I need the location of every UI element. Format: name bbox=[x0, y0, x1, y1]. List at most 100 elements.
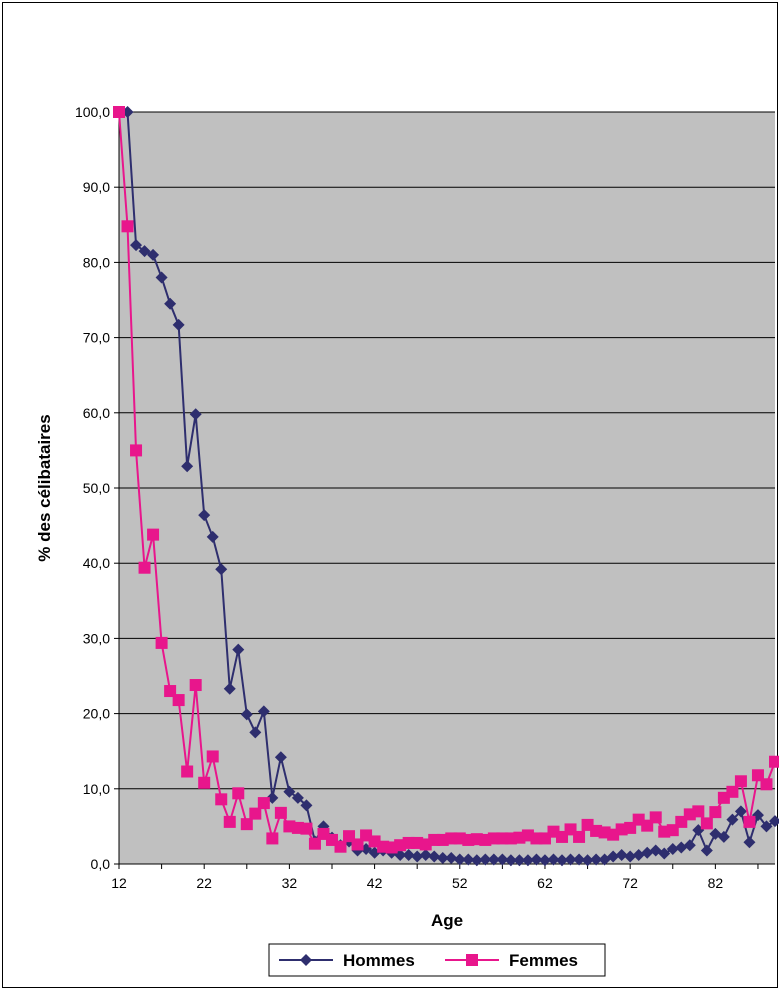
data-point-femmes bbox=[206, 750, 219, 763]
legend-marker-hommes bbox=[300, 954, 312, 966]
data-point-hommes bbox=[530, 853, 543, 866]
data-point-femmes bbox=[726, 785, 739, 798]
data-point-hommes bbox=[130, 239, 143, 252]
legend-label-hommes: Hommes bbox=[343, 951, 415, 970]
x-tick-label: 52 bbox=[452, 875, 468, 891]
data-point-hommes bbox=[402, 848, 415, 861]
legend-entries bbox=[279, 954, 499, 966]
data-point-hommes bbox=[658, 847, 671, 860]
data-point-femmes bbox=[155, 636, 168, 649]
data-point-femmes bbox=[113, 106, 125, 118]
x-tick-label: 42 bbox=[367, 875, 383, 891]
series-femmes bbox=[113, 106, 779, 854]
data-point-femmes bbox=[215, 793, 228, 806]
data-point-femmes bbox=[240, 818, 253, 831]
x-tick-label: 72 bbox=[622, 875, 638, 891]
data-point-femmes bbox=[351, 838, 364, 851]
data-point-hommes bbox=[641, 846, 654, 859]
data-point-hommes bbox=[581, 854, 594, 867]
y-tick-label: 30,0 bbox=[83, 630, 110, 646]
data-point-femmes bbox=[249, 807, 262, 820]
data-point-hommes bbox=[274, 751, 287, 764]
data-point-hommes bbox=[504, 854, 517, 867]
data-point-femmes bbox=[189, 679, 202, 692]
data-point-hommes bbox=[419, 848, 432, 861]
data-point-hommes bbox=[240, 708, 253, 721]
data-point-femmes bbox=[232, 787, 245, 800]
legend-label-femmes: Femmes bbox=[509, 951, 578, 970]
data-point-hommes bbox=[470, 854, 483, 867]
gridlines bbox=[119, 111, 775, 865]
data-point-hommes bbox=[675, 841, 688, 854]
data-point-hommes bbox=[411, 850, 424, 863]
data-point-hommes bbox=[556, 854, 569, 867]
data-point-femmes bbox=[709, 806, 722, 819]
data-point-hommes bbox=[138, 245, 151, 258]
data-point-hommes bbox=[164, 297, 177, 310]
legend: Hommes Femmes bbox=[268, 943, 606, 977]
y-tick-label: 40,0 bbox=[83, 555, 110, 571]
data-point-hommes bbox=[734, 805, 747, 818]
data-point-hommes bbox=[573, 853, 586, 866]
data-point-femmes bbox=[573, 830, 586, 843]
y-tick-label: 90,0 bbox=[83, 179, 110, 195]
data-point-femmes bbox=[172, 694, 185, 707]
data-point-hommes bbox=[769, 815, 779, 828]
data-point-hommes bbox=[215, 563, 228, 576]
data-point-hommes bbox=[666, 842, 679, 855]
data-point-hommes bbox=[172, 318, 185, 331]
legend-marker-femmes bbox=[466, 954, 478, 966]
data-point-femmes bbox=[121, 220, 134, 233]
data-point-hommes bbox=[615, 848, 628, 861]
y-tick-label: 10,0 bbox=[83, 781, 110, 797]
data-point-femmes bbox=[164, 685, 177, 698]
y-axis-title: % des célibataires bbox=[35, 414, 54, 561]
data-point-hommes bbox=[181, 460, 194, 473]
data-point-hommes bbox=[257, 705, 270, 718]
data-point-hommes bbox=[590, 853, 603, 866]
data-point-hommes bbox=[462, 853, 475, 866]
data-point-hommes bbox=[538, 854, 551, 867]
data-point-hommes bbox=[760, 820, 773, 833]
x-tick-label: 82 bbox=[708, 875, 724, 891]
x-tick-label: 32 bbox=[282, 875, 298, 891]
data-point-femmes bbox=[274, 806, 287, 819]
data-point-hommes bbox=[249, 726, 262, 739]
y-tick-label: 100,0 bbox=[75, 104, 110, 120]
data-point-hommes bbox=[223, 682, 236, 695]
data-point-femmes bbox=[266, 832, 279, 845]
data-point-femmes bbox=[649, 811, 662, 824]
data-point-femmes bbox=[308, 837, 321, 850]
data-point-hommes bbox=[283, 785, 296, 798]
y-tick-label: 20,0 bbox=[83, 706, 110, 722]
data-point-femmes bbox=[300, 822, 313, 835]
data-point-hommes bbox=[521, 854, 534, 867]
data-point-femmes bbox=[138, 561, 151, 574]
data-point-hommes bbox=[206, 530, 219, 543]
data-point-hommes bbox=[743, 836, 756, 849]
y-tick-label: 80,0 bbox=[83, 254, 110, 270]
y-tick-label: 50,0 bbox=[83, 480, 110, 496]
data-point-hommes bbox=[300, 799, 313, 812]
data-point-hommes bbox=[700, 844, 713, 857]
line-chart: 0,0 10,0 20,0 30,0 40,0 50,0 60,0 70,0 80,0 90,0 1… bbox=[35, 104, 779, 977]
data-point-femmes bbox=[743, 815, 756, 828]
data-point-hommes bbox=[147, 248, 160, 261]
data-point-femmes bbox=[760, 778, 773, 791]
data-point-hommes bbox=[445, 851, 458, 864]
data-point-hommes bbox=[479, 853, 492, 866]
series-layer bbox=[113, 106, 779, 867]
data-point-hommes bbox=[428, 850, 441, 863]
data-point-hommes bbox=[487, 853, 500, 866]
data-point-hommes bbox=[607, 850, 620, 863]
x-tick-label: 22 bbox=[196, 875, 212, 891]
data-point-hommes bbox=[683, 839, 696, 852]
data-point-femmes bbox=[700, 817, 713, 830]
data-point-femmes bbox=[769, 755, 779, 768]
data-point-femmes bbox=[198, 776, 211, 789]
y-tick-label: 60,0 bbox=[83, 405, 110, 421]
data-point-hommes bbox=[547, 853, 560, 866]
data-point-hommes bbox=[717, 830, 730, 843]
x-axis-title: Age bbox=[431, 911, 463, 930]
